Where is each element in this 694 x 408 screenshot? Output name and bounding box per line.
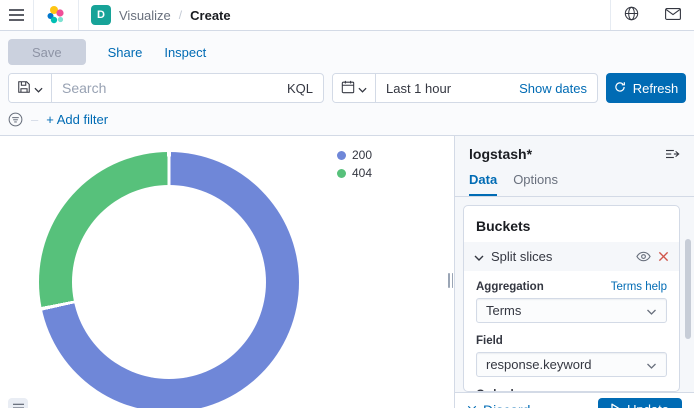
top-navigation: D Visualize / Create [0, 0, 694, 31]
panel-body: Buckets Split slices Aggregation [455, 197, 694, 392]
query-language-button[interactable]: KQL [286, 80, 313, 96]
discard-button[interactable]: Discard [467, 402, 530, 408]
save-button[interactable]: Save [8, 39, 86, 65]
globe-icon [624, 6, 639, 24]
collapse-panel-icon[interactable] [666, 148, 680, 160]
split-slices-row[interactable]: Split slices [464, 242, 679, 271]
calendar-icon [341, 80, 355, 97]
aggregation-group: Aggregation Terms help Terms [464, 271, 679, 325]
legend-toggle-button[interactable] [8, 398, 28, 408]
date-quick-menu-button[interactable] [333, 74, 376, 102]
panel-footer: Discard Update [455, 392, 694, 408]
chevron-down-icon [358, 81, 367, 96]
action-row: Save Share Inspect [8, 37, 686, 73]
add-filter-button[interactable]: + Add filter [46, 112, 109, 127]
editor-panel: logstash* Data Options Buckets Split sli… [455, 136, 694, 408]
filter-row: – + Add filter [8, 103, 686, 127]
panel-scrollbar[interactable] [685, 239, 691, 339]
breadcrumb: D Visualize / Create [79, 5, 243, 25]
main-content: 200 404 logstash* Data Options [0, 136, 694, 408]
breadcrumb-separator: / [178, 8, 183, 22]
save-query-icon [17, 80, 31, 97]
donut-hole [72, 185, 266, 379]
chevron-down-icon [474, 249, 484, 264]
update-button[interactable]: Update [598, 397, 682, 408]
show-dates-button[interactable]: Show dates [519, 80, 587, 96]
legend-dot-200 [337, 150, 346, 160]
filter-divider: – [31, 112, 39, 127]
terms-help-link[interactable]: Terms help [610, 281, 667, 293]
play-icon [611, 402, 620, 408]
legend-item-404[interactable]: 404 [337, 166, 372, 180]
aggregation-label: Aggregation [476, 281, 544, 293]
tab-options[interactable]: Options [513, 172, 558, 187]
refresh-label: Refresh [632, 80, 679, 96]
search-input[interactable] [52, 80, 277, 96]
index-pattern-title: logstash* [469, 146, 533, 162]
topnav-right [610, 0, 694, 30]
refresh-button[interactable]: Refresh [606, 73, 686, 103]
aggregation-select[interactable]: Terms [476, 298, 667, 323]
field-group: Field response.keyword [464, 325, 679, 379]
newsfeed-button[interactable] [652, 0, 694, 30]
field-label: Field [476, 335, 503, 347]
query-bar: KQL [8, 73, 324, 103]
legend-item-200[interactable]: 200 [337, 148, 372, 162]
chevron-down-icon [34, 81, 43, 96]
chevron-down-icon [646, 303, 657, 318]
close-icon [467, 402, 477, 408]
help-menu-button[interactable] [610, 0, 652, 30]
list-icon [12, 401, 24, 408]
panel-resizer-handle[interactable] [448, 273, 453, 288]
legend-label-200: 200 [352, 148, 373, 162]
time-range-value[interactable]: Last 1 hour [386, 80, 452, 96]
split-slices-label: Split slices [491, 249, 553, 264]
breadcrumb-visualize[interactable]: Visualize [119, 7, 171, 23]
legend-dot-404 [337, 168, 346, 178]
topnav-left: D Visualize / Create [0, 0, 243, 30]
buckets-card: Buckets Split slices Aggregation [463, 205, 680, 392]
aggregation-value: Terms [486, 303, 522, 318]
share-button[interactable]: Share [107, 44, 143, 60]
field-select[interactable]: response.keyword [476, 352, 667, 377]
envelope-icon [665, 7, 681, 23]
saved-query-menu-button[interactable] [9, 74, 52, 102]
visualization-area: 200 404 [0, 136, 455, 408]
panel-header: logstash* [455, 136, 694, 162]
refresh-icon [614, 81, 626, 96]
donut-chart[interactable] [39, 152, 299, 408]
order-by-group: Order by Metric: Count [464, 379, 679, 391]
eye-icon[interactable] [636, 251, 651, 262]
query-row: KQL Last 1 hour Show dates Refresh [8, 73, 686, 103]
remove-bucket-icon[interactable] [658, 251, 669, 262]
date-picker: Last 1 hour Show dates [332, 73, 598, 103]
space-avatar[interactable]: D [91, 5, 111, 25]
discard-label: Discard [483, 402, 530, 408]
elastic-logo-icon [47, 6, 64, 24]
hamburger-icon [9, 9, 24, 21]
toolbar: Save Share Inspect KQL [0, 31, 694, 136]
update-label: Update [627, 402, 669, 408]
panel-tabs: Data Options [455, 162, 694, 197]
menu-button[interactable] [0, 0, 34, 30]
chart-legend: 200 404 [337, 148, 372, 180]
legend-label-404: 404 [352, 166, 373, 180]
chevron-down-icon [646, 357, 657, 372]
filter-settings-icon[interactable] [8, 112, 23, 127]
tab-data[interactable]: Data [469, 172, 498, 196]
buckets-heading: Buckets [476, 218, 531, 234]
inspect-button[interactable]: Inspect [164, 44, 207, 60]
field-value: response.keyword [486, 357, 592, 372]
breadcrumb-create: Create [190, 7, 231, 23]
order-by-label: Order by [476, 389, 524, 391]
elastic-logo[interactable] [34, 0, 79, 30]
